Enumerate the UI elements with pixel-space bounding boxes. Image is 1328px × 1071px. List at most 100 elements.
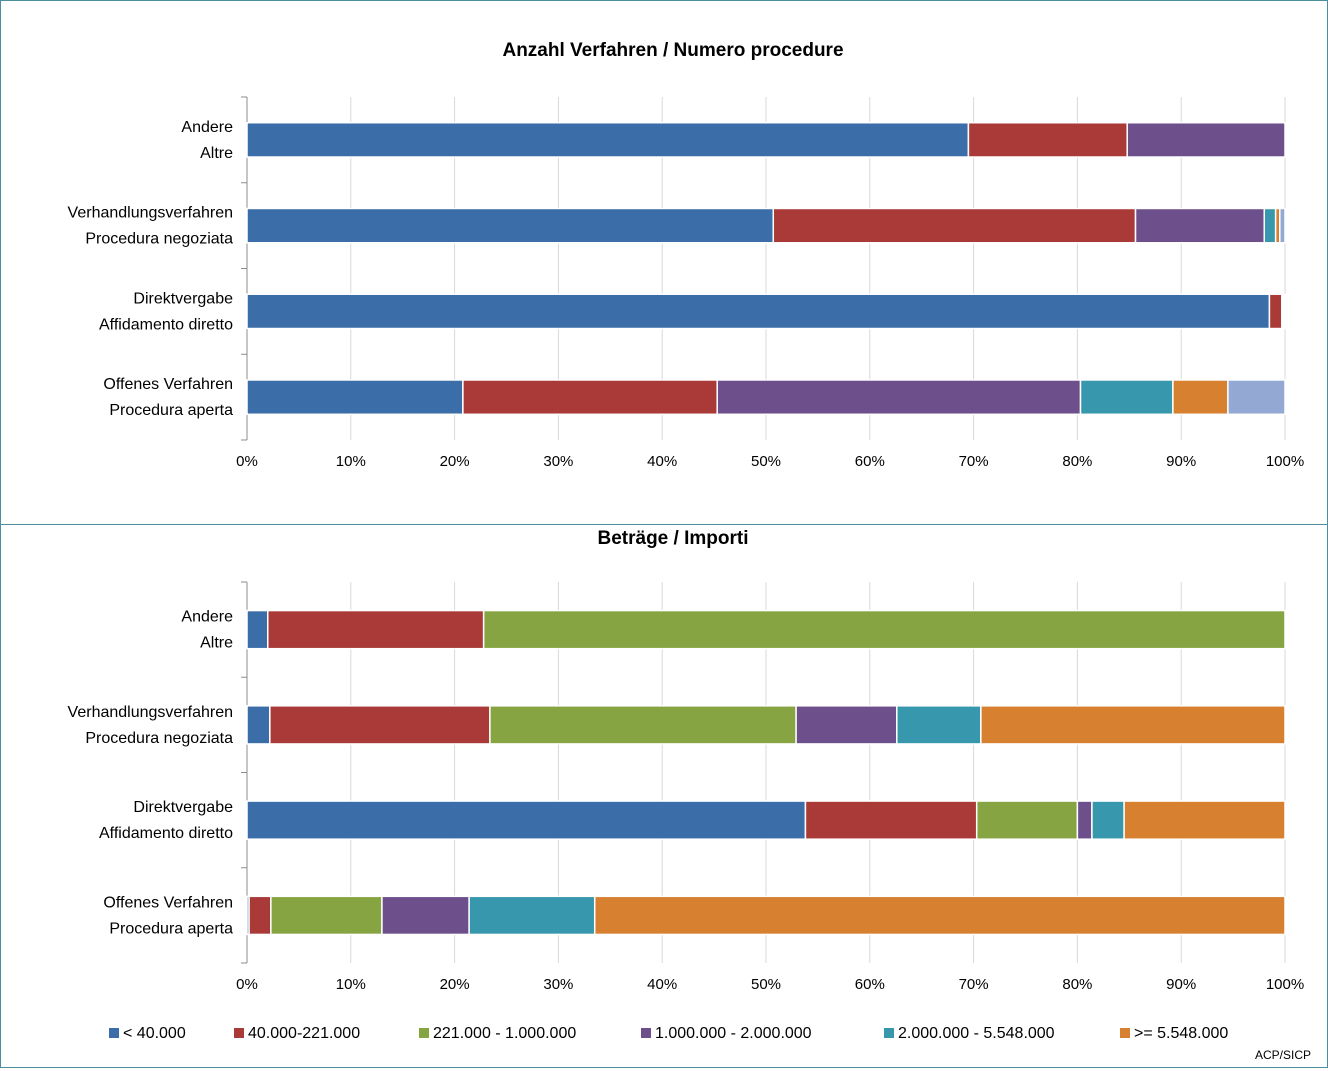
bar-segment: [489, 705, 797, 745]
bar-segment: [795, 705, 898, 745]
category-label: Procedura negoziata: [85, 231, 233, 248]
legend-swatch: [109, 1028, 119, 1038]
legend-item: 2.000.000 - 5.548.000: [884, 1025, 1055, 1042]
bar-segment: [772, 207, 1137, 244]
x-tick-label: 20%: [440, 976, 470, 993]
bar-segment: [246, 121, 970, 158]
x-tick-label: 80%: [1062, 453, 1092, 470]
source-label: ACP/SICP: [1255, 1048, 1311, 1062]
bar-segment: [1126, 121, 1286, 158]
legend-item: < 40.000: [109, 1025, 186, 1042]
legend-swatch: [234, 1028, 244, 1038]
legend-item: 1.000.000 - 2.000.000: [641, 1025, 812, 1042]
x-tick-label: 0%: [236, 976, 258, 993]
bar-segment: [1076, 800, 1093, 840]
bar-segment: [1279, 207, 1286, 244]
legend-label: < 40.000: [123, 1025, 186, 1042]
legend-swatch: [884, 1028, 894, 1038]
legend-item: >= 5.548.000: [1120, 1025, 1228, 1042]
legend-label: 2.000.000 - 5.548.000: [898, 1025, 1055, 1042]
category-label: Procedura negoziata: [85, 730, 233, 747]
chart-procedures-count: Anzahl Verfahren / Numero procedure 0% 10…: [68, 40, 1305, 470]
category-label: Procedura aperta: [109, 920, 233, 937]
bar-segment: [1283, 293, 1286, 330]
category-label: Direktvergabe: [133, 290, 233, 307]
chart-title: Anzahl Verfahren / Numero procedure: [502, 40, 843, 61]
legend-label: 1.000.000 - 2.000.000: [655, 1025, 812, 1042]
x-tick-label: 30%: [543, 976, 573, 993]
bar-segment: [269, 705, 491, 745]
bar-segment: [468, 895, 596, 936]
x-tick-label: 10%: [336, 453, 366, 470]
x-tick-label: 80%: [1062, 976, 1092, 993]
category-label: Andere: [181, 119, 233, 136]
legend-label: 40.000-221.000: [248, 1025, 360, 1042]
bar-segment: [975, 800, 1079, 840]
bar-segment: [246, 207, 775, 244]
bar-segment: [267, 609, 485, 650]
chart-panel-amounts: Beträge / Importi ACP/SICP 0% 10% 20% 30% 40…: [0, 525, 1328, 1068]
bar-segment: [246, 293, 1271, 330]
x-tick-label: 60%: [855, 453, 885, 470]
bar-segment: [246, 379, 464, 416]
bar-segment: [1091, 800, 1125, 840]
bar-segment: [270, 895, 383, 936]
x-tick-label: 40%: [647, 453, 677, 470]
category-label: Affidamento diretto: [99, 316, 233, 333]
category-label: Offenes Verfahren: [103, 376, 233, 393]
chart-amounts: Beträge / Importi ACP/SICP 0% 10% 20% 30% 40…: [68, 528, 1311, 1062]
x-tick-label: 30%: [543, 453, 573, 470]
x-tick-label: 10%: [336, 976, 366, 993]
bar-segment: [246, 609, 269, 650]
x-tick-label: 40%: [647, 976, 677, 993]
bar-segment: [1079, 379, 1174, 416]
category-label: Direktvergabe: [133, 799, 233, 816]
x-tick-label: 90%: [1166, 976, 1196, 993]
legend-item: 40.000-221.000: [234, 1025, 360, 1042]
bar-segment: [246, 800, 807, 840]
x-tick-label: 60%: [855, 976, 885, 993]
chart-title: Beträge / Importi: [598, 528, 749, 549]
bar-segment: [381, 895, 470, 936]
bar-segment: [246, 705, 271, 745]
bar-segment: [1134, 207, 1265, 244]
bar-segment: [804, 800, 978, 840]
category-label: Offenes Verfahren: [103, 894, 233, 911]
bar-segment: [1263, 207, 1277, 244]
category-label: Affidamento diretto: [99, 825, 233, 842]
bar-segment: [1268, 293, 1283, 330]
bar-segment: [248, 895, 272, 936]
bar-segment: [1227, 379, 1286, 416]
x-tick-label: 70%: [959, 976, 989, 993]
legend-swatch: [1120, 1028, 1130, 1038]
x-tick-label: 50%: [751, 976, 781, 993]
category-label: Altre: [200, 145, 233, 162]
category-label: Procedura aperta: [109, 402, 233, 419]
bar-segment: [980, 705, 1286, 745]
bar-segment: [1123, 800, 1286, 840]
bar-segment: [482, 609, 1286, 650]
x-tick-label: 100%: [1266, 976, 1304, 993]
legend-swatch: [641, 1028, 651, 1038]
chart-panel-procedures: Anzahl Verfahren / Numero procedure 0% 10…: [0, 0, 1328, 525]
legend-item: 221.000 - 1.000.000: [419, 1025, 576, 1042]
category-label: Altre: [200, 635, 233, 652]
category-label: Verhandlungsverfahren: [68, 205, 233, 222]
x-tick-label: 100%: [1266, 453, 1304, 470]
bar-segment: [896, 705, 982, 745]
category-label: Andere: [181, 609, 233, 626]
bar-segment: [593, 895, 1286, 936]
x-tick-label: 0%: [236, 453, 258, 470]
bar-segment: [462, 379, 718, 416]
x-tick-label: 50%: [751, 453, 781, 470]
bar-segment: [967, 121, 1128, 158]
bar-segment: [1172, 379, 1229, 416]
x-tick-label: 20%: [440, 453, 470, 470]
legend-swatch: [419, 1028, 429, 1038]
bar-segment: [716, 379, 1082, 416]
legend-label: 221.000 - 1.000.000: [433, 1025, 576, 1042]
x-tick-label: 90%: [1166, 453, 1196, 470]
category-label: Verhandlungsverfahren: [68, 704, 233, 721]
legend-label: >= 5.548.000: [1134, 1025, 1228, 1042]
x-tick-label: 70%: [959, 453, 989, 470]
